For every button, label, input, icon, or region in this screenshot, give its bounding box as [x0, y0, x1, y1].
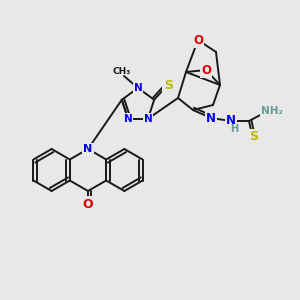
Text: NH₂: NH₂	[261, 106, 283, 116]
Text: N: N	[83, 144, 93, 154]
Text: O: O	[83, 197, 93, 211]
Text: S: S	[164, 79, 173, 92]
Text: O: O	[201, 64, 211, 76]
Text: CH₃: CH₃	[113, 68, 131, 76]
Text: N: N	[206, 112, 216, 124]
Text: S: S	[250, 130, 259, 143]
Text: N: N	[226, 115, 236, 128]
Text: N: N	[134, 83, 142, 93]
Text: H: H	[230, 124, 238, 134]
Text: O: O	[193, 34, 203, 46]
Text: N: N	[124, 114, 132, 124]
Text: N: N	[144, 114, 152, 124]
